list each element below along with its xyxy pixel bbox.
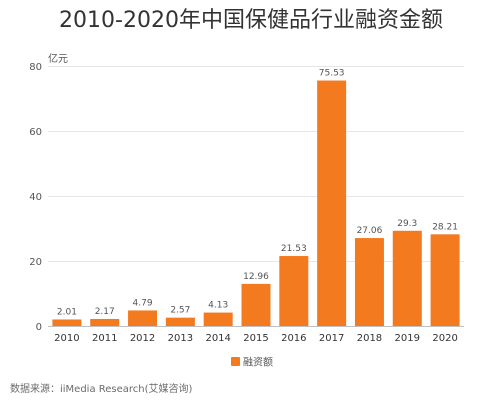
x-axis-ticks: 2010 2011 2012 2013 2014 2015 2016 2017 2018 2019… bbox=[54, 333, 458, 344]
chart-title: 2010-2020年中国保健品行业融资金额 bbox=[59, 8, 443, 33]
x-tick-label: 2017 bbox=[319, 333, 344, 344]
y-tick-label: 20 bbox=[29, 257, 42, 268]
bar bbox=[392, 230, 422, 326]
data-label: 27.06 bbox=[357, 226, 383, 236]
bar bbox=[317, 80, 347, 326]
data-label: 21.53 bbox=[281, 244, 307, 254]
x-tick-label: 2016 bbox=[281, 333, 306, 344]
bar bbox=[52, 319, 82, 326]
legend-swatch bbox=[231, 357, 240, 366]
bar bbox=[354, 238, 384, 326]
x-tick-label: 2012 bbox=[130, 333, 155, 344]
x-tick-label: 2020 bbox=[432, 333, 457, 344]
y-tick-label: 80 bbox=[29, 62, 42, 73]
source-note: 数据来源：iiMedia Research(艾媒咨询) bbox=[10, 384, 193, 395]
x-tick-label: 2019 bbox=[395, 333, 420, 344]
data-label: 2.57 bbox=[170, 306, 190, 316]
x-tick-label: 2018 bbox=[357, 333, 382, 344]
y-tick-label: 40 bbox=[29, 192, 42, 203]
legend: 融资额 bbox=[231, 356, 273, 369]
data-label: 29.3 bbox=[397, 219, 417, 229]
data-label: 2.01 bbox=[57, 307, 77, 317]
bar bbox=[165, 317, 195, 326]
data-label: 4.79 bbox=[133, 298, 153, 308]
y-tick-label: 60 bbox=[29, 127, 42, 138]
y-axis-label: 亿元 bbox=[48, 52, 68, 65]
data-label: 4.13 bbox=[208, 301, 228, 311]
legend-label: 融资额 bbox=[243, 356, 273, 369]
bar bbox=[128, 310, 158, 326]
data-label: 2.17 bbox=[95, 307, 115, 317]
data-label: 75.53 bbox=[319, 69, 345, 79]
y-axis-ticks: 0 20 40 60 80 bbox=[29, 62, 42, 333]
y-tick-label: 0 bbox=[36, 322, 42, 333]
x-tick-label: 2010 bbox=[54, 333, 79, 344]
bar bbox=[90, 318, 120, 326]
bar bbox=[203, 312, 233, 326]
x-tick-label: 2011 bbox=[92, 333, 117, 344]
bars bbox=[52, 80, 460, 326]
bar bbox=[430, 234, 460, 326]
bar bbox=[279, 256, 309, 326]
x-tick-label: 2013 bbox=[168, 333, 193, 344]
bar-chart: 0 20 40 60 80 亿元 2.01 2.17 4.79 2.57 4.13 12.96 21… bbox=[29, 52, 464, 369]
x-tick-label: 2014 bbox=[205, 333, 230, 344]
data-label: 12.96 bbox=[243, 272, 269, 282]
data-labels: 2.01 2.17 4.79 2.57 4.13 12.96 21.53 75.53 27.06… bbox=[57, 69, 458, 318]
bar bbox=[241, 283, 271, 326]
x-tick-label: 2015 bbox=[243, 333, 268, 344]
data-label: 28.21 bbox=[432, 222, 458, 232]
